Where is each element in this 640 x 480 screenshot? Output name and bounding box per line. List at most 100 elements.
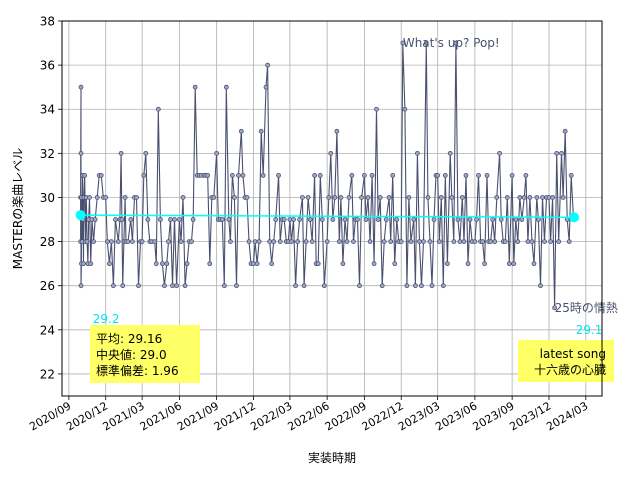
level-point <box>190 217 196 222</box>
series-layer <box>75 40 580 311</box>
level-point <box>134 195 139 200</box>
level-point <box>111 283 116 289</box>
level-point <box>88 261 94 267</box>
level-point <box>492 239 498 244</box>
annotation: 25時の情熱 <box>555 301 618 315</box>
summary-box-line: 中央値: 29.0 <box>96 347 167 362</box>
level-point <box>523 173 529 178</box>
level-point <box>312 173 317 178</box>
level-point <box>170 283 175 289</box>
level-point <box>552 305 558 311</box>
level-point <box>440 283 446 289</box>
level-point <box>103 195 109 200</box>
level-point <box>334 128 340 134</box>
level-point <box>463 173 469 178</box>
level-point <box>550 195 556 200</box>
level-point <box>349 173 355 178</box>
level-point <box>447 150 453 156</box>
level-point <box>321 283 327 289</box>
plot-frame <box>61 20 603 397</box>
level-point <box>84 239 90 244</box>
level-point <box>178 239 184 244</box>
level-point <box>152 239 158 244</box>
level-point <box>540 195 545 200</box>
level-point <box>375 217 381 222</box>
level-point <box>559 150 564 156</box>
level-point <box>457 239 463 244</box>
level-point <box>205 173 211 178</box>
level-point <box>359 195 364 200</box>
level-point <box>504 195 510 200</box>
level-point <box>180 195 186 200</box>
level-point <box>226 217 232 222</box>
level-point <box>406 195 412 200</box>
y-tick-label: 24 <box>40 323 55 337</box>
level-point <box>267 239 273 244</box>
level-point <box>189 239 194 244</box>
level-point <box>476 173 481 178</box>
y-tick-label: 38 <box>40 15 55 29</box>
level-point <box>230 173 235 178</box>
level-point <box>484 173 490 178</box>
level-point <box>240 173 246 178</box>
x-tick-label: 2023/06 <box>433 399 479 433</box>
level-point <box>192 84 198 90</box>
level-point <box>166 239 171 244</box>
x-tick-label: 2024/03 <box>544 399 590 433</box>
level-point <box>324 239 330 244</box>
level-point <box>336 239 342 244</box>
level-point <box>319 217 325 222</box>
level-point <box>351 239 356 244</box>
y-tick-label: 26 <box>40 279 55 293</box>
x-tick-label: 2023/12 <box>507 399 553 433</box>
level-point <box>562 128 568 134</box>
level-point <box>357 283 362 289</box>
annotation: 29.2 <box>93 312 120 326</box>
level-point <box>427 239 433 244</box>
level-point <box>297 217 303 222</box>
level-point <box>265 62 271 68</box>
level-point <box>120 283 126 289</box>
level-point <box>143 150 149 156</box>
grid-lines <box>62 20 602 396</box>
level-point <box>415 150 420 156</box>
y-tick-label: 34 <box>40 103 55 117</box>
level-point <box>383 217 389 222</box>
level-point <box>404 283 410 289</box>
level-point <box>449 195 455 200</box>
level-point <box>388 239 394 244</box>
level-point <box>536 217 541 222</box>
level-point <box>223 84 229 90</box>
level-point <box>211 195 217 200</box>
level-point <box>408 239 414 244</box>
level-point <box>363 217 369 222</box>
average-point <box>569 212 580 223</box>
level-point <box>560 195 566 200</box>
level-point <box>78 84 84 90</box>
level-point <box>436 239 442 244</box>
average-line <box>80 214 575 219</box>
level-point <box>379 283 385 289</box>
level-point <box>568 173 574 178</box>
level-point <box>273 217 279 222</box>
level-point <box>421 239 426 244</box>
level-point <box>480 239 485 244</box>
level-point <box>431 217 437 222</box>
latest-song-box-line: 十六歳の心臓 <box>534 363 606 377</box>
level-point <box>377 195 383 200</box>
level-point <box>417 239 422 244</box>
level-point <box>227 239 233 244</box>
x-tick-label: 2021/06 <box>138 399 184 433</box>
level-point <box>521 195 527 200</box>
level-point <box>119 217 125 222</box>
level-point <box>342 217 348 222</box>
summary-box-line: 平均: 29.16 <box>96 332 162 346</box>
level-point <box>467 217 473 222</box>
level-point <box>498 217 504 222</box>
y-tick-label: 36 <box>40 59 55 73</box>
level-point <box>122 195 128 200</box>
level-point <box>542 239 547 244</box>
level-point <box>234 283 239 289</box>
level-point <box>271 239 277 244</box>
level-point <box>104 239 110 244</box>
